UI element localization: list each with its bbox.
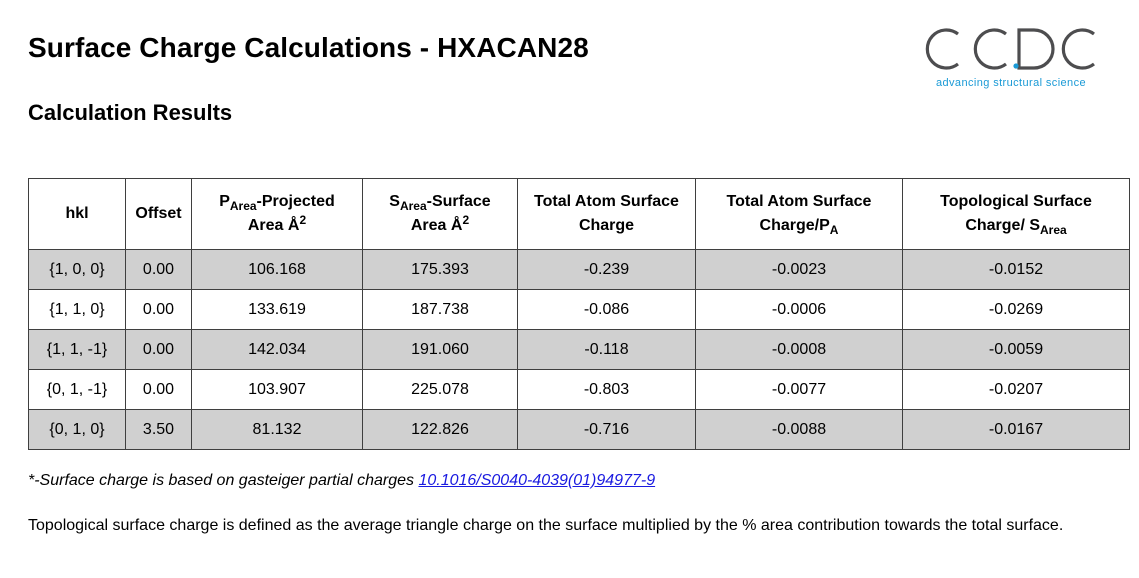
- cell-offset: 0.00: [125, 249, 192, 290]
- col-header-projected-area: PArea-Projected Area Å2: [191, 178, 363, 250]
- cell-total-charge: -0.803: [517, 369, 696, 410]
- cell-surface-area: 225.078: [362, 369, 518, 410]
- cell-topological-charge: -0.0167: [902, 409, 1130, 450]
- cell-offset: 0.00: [125, 329, 192, 370]
- cell-topological-charge: -0.0059: [902, 329, 1130, 370]
- cell-hkl: {1, 1, -1}: [28, 329, 126, 370]
- cell-projected-area: 133.619: [191, 289, 363, 330]
- ccdc-wordmark-icon: [925, 28, 1095, 70]
- col-header-total-charge: Total Atom Surface Charge: [517, 178, 696, 250]
- cell-total-charge: -0.118: [517, 329, 696, 370]
- cell-total-charge: -0.716: [517, 409, 696, 450]
- cell-topological-charge: -0.0152: [902, 249, 1130, 290]
- cell-hkl: {0, 1, -1}: [28, 369, 126, 410]
- cell-projected-area: 81.132: [191, 409, 363, 450]
- cell-hkl: {1, 1, 0}: [28, 289, 126, 330]
- footnote: *-Surface charge is based on gasteiger p…: [28, 472, 655, 490]
- definition-text: Topological surface charge is defined as…: [28, 517, 1064, 534]
- table-header-row: hkl Offset PArea-Projected Area Å2 SArea…: [28, 178, 1130, 250]
- cell-charge-per-pa: -0.0077: [695, 369, 903, 410]
- cell-charge-per-pa: -0.0008: [695, 329, 903, 370]
- cell-projected-area: 142.034: [191, 329, 363, 370]
- cell-hkl: {1, 0, 0}: [28, 249, 126, 290]
- table-row: {1, 1, 0} 0.00 133.619 187.738 -0.086 -0.0006…: [28, 289, 1130, 330]
- col-header-offset: Offset: [125, 178, 192, 250]
- page-title: Surface Charge Calculations - HXACAN28: [28, 32, 589, 63]
- results-table-body: {1, 0, 0} 0.00 106.168 175.393 -0.239 -0.0023…: [28, 249, 1130, 450]
- table-row: {0, 1, -1} 0.00 103.907 225.078 -0.803 -0.007…: [28, 369, 1130, 410]
- cell-total-charge: -0.239: [517, 249, 696, 290]
- cell-charge-per-pa: -0.0023: [695, 249, 903, 290]
- cell-offset: 0.00: [125, 289, 192, 330]
- cell-surface-area: 191.060: [362, 329, 518, 370]
- cell-surface-area: 175.393: [362, 249, 518, 290]
- cell-topological-charge: -0.0269: [902, 289, 1130, 330]
- col-header-topological-charge: Topological Surface Charge/ SArea: [902, 178, 1130, 250]
- cell-offset: 3.50: [125, 409, 192, 450]
- footnote-text: *-Surface charge is based on gasteiger p…: [28, 472, 419, 489]
- cell-topological-charge: -0.0207: [902, 369, 1130, 410]
- table-row: {1, 0, 0} 0.00 106.168 175.393 -0.239 -0.0023…: [28, 249, 1130, 290]
- cell-projected-area: 103.907: [191, 369, 363, 410]
- table-row: {1, 1, -1} 0.00 142.034 191.060 -0.118 -0.000…: [28, 329, 1130, 370]
- cell-charge-per-pa: -0.0006: [695, 289, 903, 330]
- results-table: hkl Offset PArea-Projected Area Å2 SArea…: [28, 178, 1130, 450]
- doi-link[interactable]: 10.1016/S0040-4039(01)94977-9: [418, 472, 656, 489]
- cell-projected-area: 106.168: [191, 249, 363, 290]
- cell-total-charge: -0.086: [517, 289, 696, 330]
- col-header-hkl: hkl: [28, 178, 126, 250]
- cell-hkl: {0, 1, 0}: [28, 409, 126, 450]
- col-header-charge-per-pa: Total Atom Surface Charge/PA: [695, 178, 903, 250]
- cell-offset: 0.00: [125, 369, 192, 410]
- cell-surface-area: 122.826: [362, 409, 518, 450]
- table-row: {0, 1, 0} 3.50 81.132 122.826 -0.716 -0.0088-…: [28, 409, 1130, 450]
- cell-surface-area: 187.738: [362, 289, 518, 330]
- cell-charge-per-pa: -0.0088: [695, 409, 903, 450]
- ccdc-logo: advancing structural science: [918, 22, 1108, 92]
- col-header-surface-area: SArea-Surface Area Å2: [362, 178, 518, 250]
- section-heading: Calculation Results: [28, 100, 233, 125]
- logo-tagline: advancing structural science: [936, 77, 1086, 89]
